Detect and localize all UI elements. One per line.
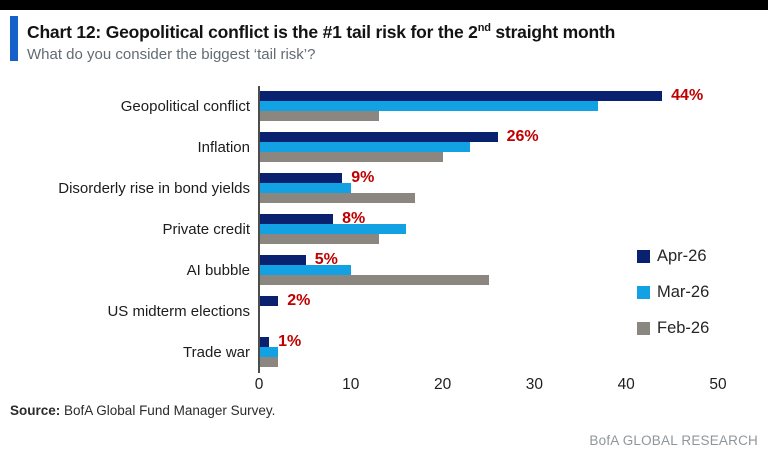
category-bars: 44% bbox=[258, 85, 717, 127]
bar-apr-26: 2% bbox=[260, 292, 310, 309]
legend-swatch-icon bbox=[637, 285, 650, 299]
source-label: Source: bbox=[10, 403, 61, 418]
value-label: 8% bbox=[342, 209, 366, 227]
legend-item: Feb-26 bbox=[637, 318, 709, 338]
chart-row: Trade war 1% bbox=[0, 331, 768, 373]
chart-title-suffix: straight month bbox=[490, 21, 616, 42]
category-bars: 9% bbox=[258, 167, 717, 209]
bar-mar-26 bbox=[260, 264, 352, 275]
value-label: 2% bbox=[287, 291, 311, 309]
source-text: BofA Global Fund Manager Survey. bbox=[60, 403, 276, 418]
bar-chart: Geopolitical conflict 44% Inflation 26% Diso… bbox=[0, 85, 768, 373]
category-label: Inflation bbox=[197, 138, 250, 156]
chart-title-prefix: Chart 12: Geopolitical conflict is the #… bbox=[27, 21, 478, 42]
category-bars: 8% bbox=[258, 208, 717, 250]
chart-row: Private credit 8% bbox=[0, 208, 768, 250]
bar-feb-26 bbox=[260, 110, 379, 121]
category-label: Trade war bbox=[183, 343, 250, 361]
category-bars: 1% bbox=[258, 331, 717, 373]
x-axis-tick: 0 bbox=[254, 375, 264, 393]
bar-mar-26 bbox=[260, 141, 471, 152]
legend-label: Mar-26 bbox=[657, 282, 710, 301]
legend-item: Apr-26 bbox=[637, 246, 709, 266]
title-accent-bar bbox=[10, 16, 18, 61]
legend-label: Feb-26 bbox=[657, 318, 710, 337]
category-label: US midterm elections bbox=[107, 302, 250, 320]
title-block: Chart 12: Geopolitical conflict is the #… bbox=[10, 16, 768, 65]
bar-mar-26 bbox=[260, 100, 599, 111]
bar-apr-26: 44% bbox=[260, 87, 703, 104]
bar-apr-26: 8% bbox=[260, 210, 365, 227]
bar-feb-26 bbox=[260, 274, 489, 285]
x-axis-tick: 50 bbox=[709, 375, 727, 393]
chart-row: AI bubble 5% bbox=[0, 249, 768, 291]
brand-footer: BofA GLOBAL RESEARCH bbox=[589, 433, 758, 448]
category-label: Disorderly rise in bond yields bbox=[58, 179, 250, 197]
chart-row: Geopolitical conflict 44% bbox=[0, 85, 768, 127]
bar-apr-26: 5% bbox=[260, 251, 338, 268]
category-bars: 26% bbox=[258, 126, 717, 168]
title-text-group: Chart 12: Geopolitical conflict is the #… bbox=[27, 16, 615, 65]
category-bars: 2% bbox=[258, 290, 717, 332]
legend-swatch-icon bbox=[637, 321, 650, 335]
value-label: 1% bbox=[278, 332, 302, 350]
chart-subtitle: What do you consider the biggest ‘tail r… bbox=[27, 45, 316, 63]
chart-row: US midterm elections 2% bbox=[0, 290, 768, 332]
category-bars: 5% bbox=[258, 249, 717, 291]
bar-apr-26: 1% bbox=[260, 333, 301, 350]
source-note: Source: BofA Global Fund Manager Survey. bbox=[10, 403, 275, 418]
category-label: Geopolitical conflict bbox=[120, 97, 250, 115]
category-label: Private credit bbox=[162, 220, 250, 238]
x-axis-tick: 20 bbox=[433, 375, 452, 393]
bar-feb-26 bbox=[260, 192, 416, 203]
chart-legend: Apr-26 Mar-26 Feb-26 bbox=[637, 246, 709, 354]
legend-item: Mar-26 bbox=[637, 282, 709, 302]
chart-title-superscript: nd bbox=[477, 22, 491, 34]
bar-mar-26 bbox=[260, 182, 352, 193]
value-label: 9% bbox=[351, 168, 375, 186]
chart-title: Chart 12: Geopolitical conflict is the #… bbox=[27, 16, 615, 44]
top-border-bar bbox=[0, 0, 768, 10]
bar-mar-26 bbox=[260, 223, 407, 234]
value-label: 44% bbox=[671, 86, 704, 104]
value-label: 26% bbox=[506, 127, 539, 145]
chart-row: Disorderly rise in bond yields 9% bbox=[0, 167, 768, 209]
bar-feb-26 bbox=[260, 233, 379, 244]
legend-swatch-icon bbox=[637, 249, 650, 263]
bar-feb-26 bbox=[260, 151, 443, 162]
bar-apr-26: 9% bbox=[260, 169, 374, 186]
x-axis-tick: 10 bbox=[342, 375, 360, 393]
legend-label: Apr-26 bbox=[657, 246, 707, 265]
x-axis-tick: 40 bbox=[617, 375, 635, 393]
x-axis-tick: 30 bbox=[525, 375, 544, 393]
bar-apr-26: 26% bbox=[260, 128, 539, 145]
category-label: AI bubble bbox=[186, 261, 250, 279]
bar-mar-26 bbox=[260, 346, 279, 357]
bar-feb-26 bbox=[260, 356, 279, 367]
value-label: 5% bbox=[314, 250, 338, 268]
x-axis: 0 10 20 30 40 50 bbox=[255, 375, 727, 398]
chart-row: Inflation 26% bbox=[0, 126, 768, 168]
